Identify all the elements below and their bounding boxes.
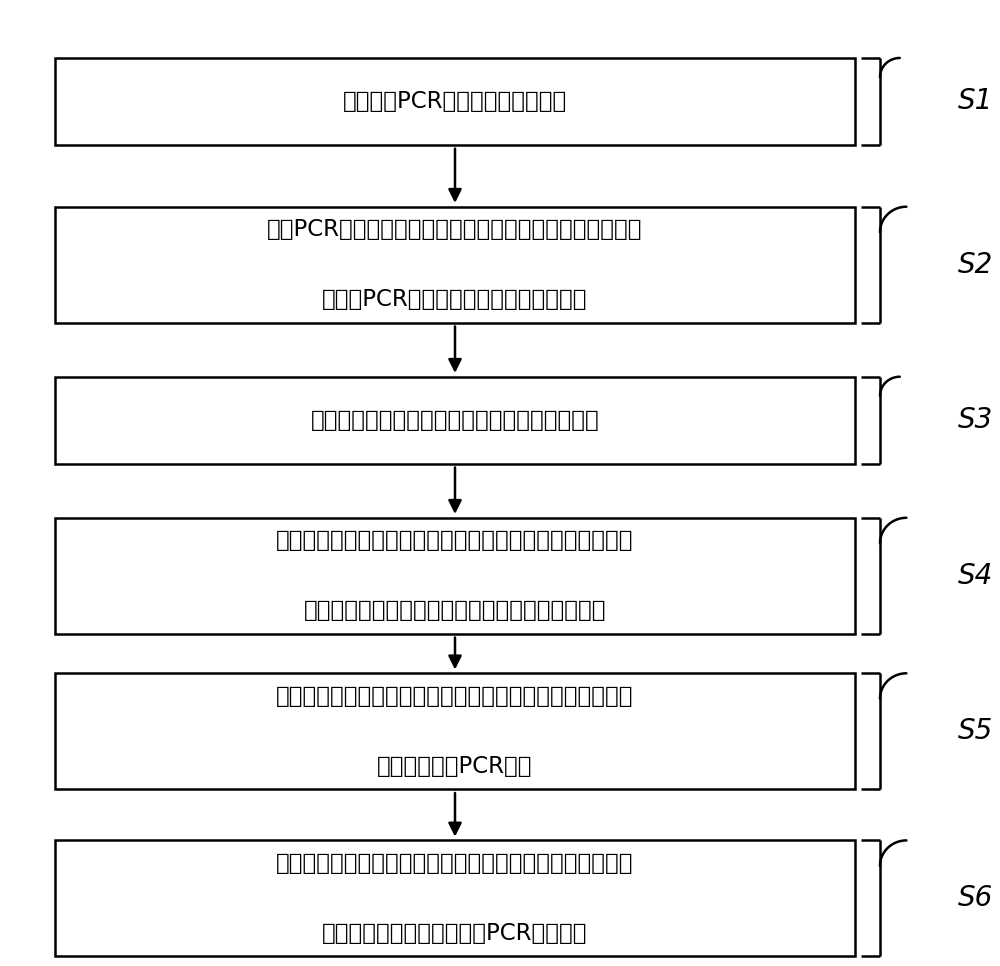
Text: S1: S1 [957,88,993,115]
Text: 根据所述项目信息提取扩增程序参数并设置扩增程序，运行: 根据所述项目信息提取扩增程序参数并设置扩增程序，运行 [276,685,634,708]
Text: 获取当前PCR分析项目的项目信息: 获取当前PCR分析项目的项目信息 [343,90,567,113]
FancyBboxPatch shape [55,840,855,956]
Text: S3: S3 [957,407,993,434]
Text: S6: S6 [957,885,993,912]
Text: 根据所述项目信息提取扩增结果分析参数并设置结果分析程: 根据所述项目信息提取扩增结果分析参数并设置结果分析程 [276,852,634,875]
FancyBboxPatch shape [55,58,855,145]
Text: S5: S5 [957,718,993,745]
FancyBboxPatch shape [55,518,855,634]
Text: 序，运行结果分析程序进行PCR结果分析: 序，运行结果分析程序进行PCR结果分析 [322,922,588,945]
Text: 为当前PCR分析项目分配空闲的试剂槽位: 为当前PCR分析项目分配空闲的试剂槽位 [322,288,588,311]
FancyBboxPatch shape [55,673,855,789]
FancyBboxPatch shape [55,207,855,323]
FancyBboxPatch shape [55,377,855,464]
Text: 则发送用于关闭所分配的试剂槽位的关盖指令信息: 则发送用于关闭所分配的试剂槽位的关盖指令信息 [304,599,606,622]
Text: 发送用于打开所分配的试剂槽位的开盖指令信息: 发送用于打开所分配的试剂槽位的开盖指令信息 [311,409,599,432]
Text: 判断用户是否在所分配的试剂槽位中放入试剂杯，如果是，: 判断用户是否在所分配的试剂槽位中放入试剂杯，如果是， [276,529,634,553]
Text: S2: S2 [957,251,993,278]
Text: 获取PCR分析仪各试剂槽位的状态信息，根据所述状态信息: 获取PCR分析仪各试剂槽位的状态信息，根据所述状态信息 [267,218,643,242]
Text: S4: S4 [957,562,993,589]
Text: 扩增程序进行PCR扩增: 扩增程序进行PCR扩增 [377,754,533,778]
